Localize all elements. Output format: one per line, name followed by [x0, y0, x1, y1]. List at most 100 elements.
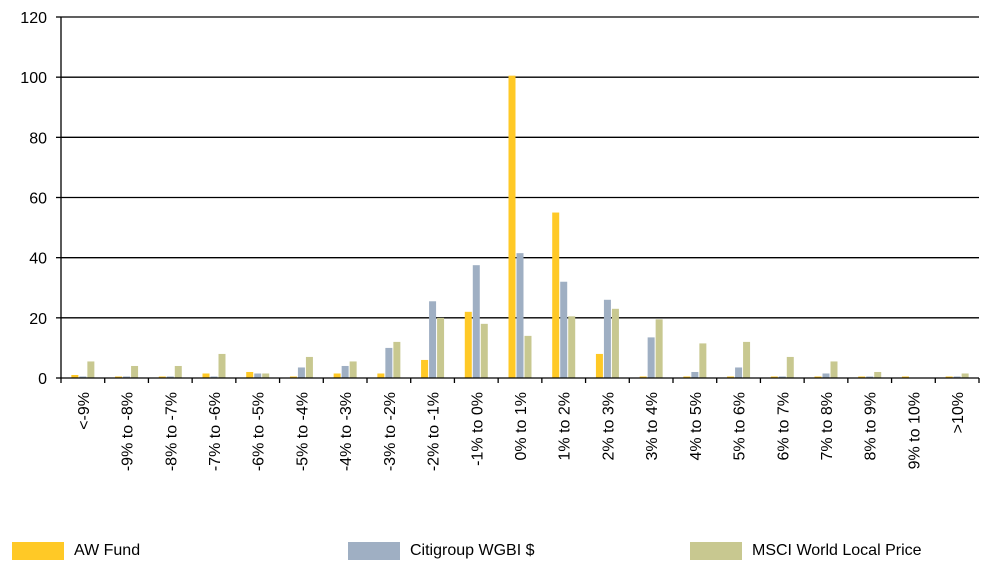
x-tick-label: 2% to 3% [600, 392, 617, 460]
bar [603, 299, 611, 378]
bar [166, 376, 174, 378]
bar [735, 367, 743, 378]
bar [743, 341, 751, 378]
bar [699, 343, 707, 378]
bar [218, 353, 226, 378]
bar [866, 376, 874, 378]
bar [727, 376, 735, 378]
x-tick-label: 7% to 8% [819, 392, 836, 460]
bar [341, 365, 349, 378]
histogram-chart: 0 20 40 60 80 100 120 <-9% -9% to -8% -8% to -7%… [20, 10, 980, 471]
x-tick-label: -8% to -7% [163, 392, 180, 471]
x-tick-label: -6% to -5% [251, 392, 268, 471]
x-tick-label: -1% to 0% [469, 392, 486, 466]
bar [437, 317, 445, 378]
bar [377, 373, 385, 378]
bar [429, 301, 437, 378]
y-tick-label: 100 [20, 70, 47, 87]
axes [56, 16, 980, 383]
bar [254, 373, 262, 378]
legend-swatch [690, 542, 742, 560]
legend-label: MSCI World Local Price [752, 542, 922, 559]
bar [830, 361, 838, 378]
bar [289, 376, 297, 378]
bar [305, 356, 313, 378]
x-tick-label: -7% to -6% [207, 392, 224, 471]
bar [123, 376, 131, 378]
bar [691, 371, 699, 378]
bar [393, 341, 401, 378]
bar [786, 356, 794, 378]
bar [246, 371, 254, 378]
legend-item-msci-world: MSCI World Local Price [690, 541, 922, 561]
bar [472, 265, 480, 378]
bar [385, 347, 393, 378]
bar [683, 376, 691, 378]
bar [79, 376, 87, 378]
bar [158, 376, 166, 378]
bar [858, 376, 866, 378]
x-tick-label: 3% to 4% [644, 392, 661, 460]
bar [822, 373, 830, 378]
bar [71, 374, 79, 378]
gridlines [61, 16, 979, 319]
bar [639, 376, 647, 378]
bar [349, 361, 357, 378]
bar [202, 373, 210, 378]
legend-swatch [12, 542, 64, 560]
bar [508, 75, 516, 378]
bar [611, 308, 619, 378]
bar [961, 373, 969, 378]
x-tick-label: 9% to 10% [906, 392, 923, 469]
bar [524, 335, 532, 378]
bars [71, 75, 969, 378]
x-tick-label: 1% to 2% [557, 392, 574, 460]
x-tick-label: 8% to 9% [863, 392, 880, 460]
bar [901, 376, 909, 378]
legend-swatch [348, 542, 400, 560]
y-tick-label: 60 [29, 191, 47, 208]
bar [464, 311, 472, 378]
bar [297, 367, 305, 378]
legend-label: AW Fund [74, 542, 141, 559]
bar [552, 212, 560, 378]
bar [647, 337, 655, 378]
x-tick-label: -4% to -3% [338, 392, 355, 471]
bar [953, 376, 961, 378]
bar [770, 376, 778, 378]
bar [87, 361, 95, 378]
bar [655, 319, 663, 378]
x-tick-label: <-9% [76, 392, 93, 430]
bar [595, 353, 603, 378]
x-tick-label: -2% to -1% [426, 392, 443, 471]
y-tick-label: 120 [20, 10, 47, 27]
bar [131, 365, 139, 378]
x-tick-label: 4% to 5% [688, 392, 705, 460]
bar [210, 376, 218, 378]
bar [568, 316, 576, 378]
x-tick-label: -9% to -8% [120, 392, 137, 471]
bar [421, 359, 429, 378]
y-tick-label: 0 [38, 371, 47, 388]
bar [945, 376, 953, 378]
legend-label: Citigroup WGBI $ [410, 542, 535, 559]
y-tick-label: 40 [29, 251, 47, 268]
x-tick-label: >10% [950, 392, 967, 433]
x-tick-labels: <-9% -9% to -8% -8% to -7% -7% to -6% -6% to… [76, 392, 967, 471]
x-tick-label: 0% to 1% [513, 392, 530, 460]
bar [174, 365, 182, 378]
bar [874, 371, 882, 378]
x-tick-label: -3% to -2% [382, 392, 399, 471]
x-tick-label: -5% to -4% [294, 392, 311, 471]
y-tick-label: 80 [29, 130, 47, 147]
bar [778, 376, 786, 378]
y-tick-labels: 0 20 40 60 80 100 120 [20, 10, 47, 388]
y-tick-label: 20 [29, 311, 47, 328]
x-tick-label: 6% to 7% [775, 392, 792, 460]
bar [516, 253, 524, 378]
bar [333, 373, 341, 378]
bar [480, 323, 488, 378]
bar [115, 376, 123, 378]
bar [262, 373, 270, 378]
x-tick-label: 5% to 6% [732, 392, 749, 460]
